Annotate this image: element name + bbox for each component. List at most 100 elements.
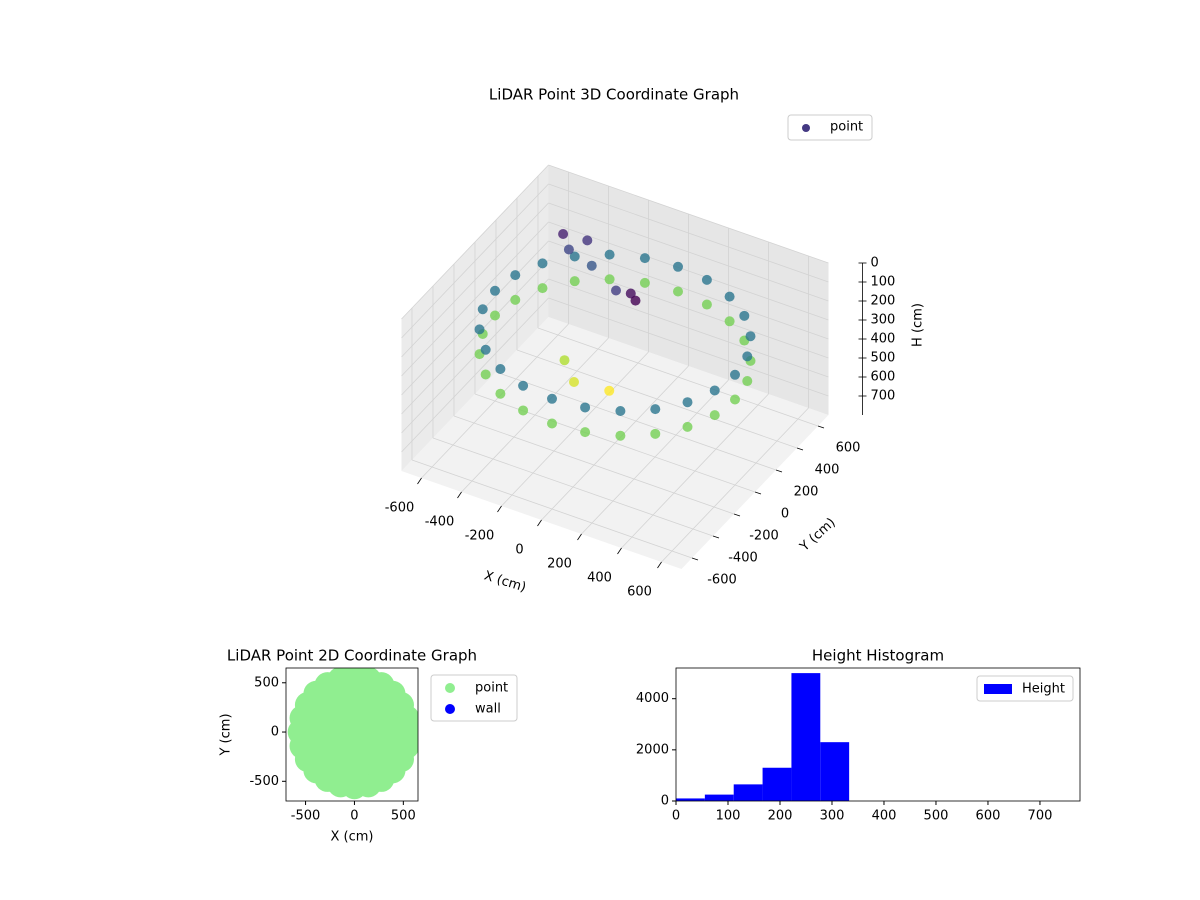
x-tick-label: 0 — [672, 809, 680, 824]
x-axis-label: X (cm) — [331, 830, 374, 845]
point — [611, 285, 621, 296]
y-tick-label: -500 — [249, 774, 279, 789]
point — [682, 397, 693, 408]
z-tick-label: 600 — [871, 370, 896, 385]
point — [639, 277, 650, 288]
point — [650, 428, 661, 439]
grid-line — [548, 278, 829, 378]
point — [341, 719, 368, 746]
point — [604, 249, 615, 260]
point — [742, 351, 753, 362]
point — [586, 260, 597, 271]
tick-mark — [457, 491, 462, 499]
tick-mark — [691, 557, 699, 561]
point — [490, 310, 500, 321]
x-tick-label: 0 — [350, 809, 358, 824]
point — [650, 404, 661, 415]
z-tick-label: 400 — [871, 332, 896, 347]
point — [580, 402, 591, 413]
point — [569, 276, 580, 287]
point — [615, 406, 626, 416]
x-tick-label: 400 — [587, 571, 612, 586]
legend-label: point — [475, 681, 508, 696]
x-tick-label: -400 — [425, 515, 455, 530]
point — [630, 295, 641, 306]
y-axis-label: Y (cm) — [219, 713, 234, 756]
legend-box — [787, 114, 873, 141]
point — [495, 388, 506, 399]
y-tick-label: -600 — [707, 573, 737, 588]
z-tick-label: 200 — [871, 294, 896, 309]
x-tick-label: 200 — [547, 557, 572, 572]
point — [673, 261, 683, 272]
z-tick-label: 300 — [871, 313, 896, 328]
x-tick-label: 500 — [391, 809, 416, 824]
point — [604, 385, 615, 396]
grid-line — [401, 297, 549, 453]
y-tick-label: 0 — [661, 794, 669, 809]
point — [510, 294, 521, 305]
bar — [791, 673, 821, 801]
tick-mark — [775, 469, 783, 473]
point — [739, 310, 750, 321]
x-tick-label: 200 — [768, 809, 793, 824]
bar — [704, 794, 734, 801]
point — [582, 235, 593, 246]
point — [537, 258, 548, 269]
point — [673, 286, 683, 297]
x-tick-label: 500 — [924, 809, 949, 824]
tick-mark — [817, 425, 825, 429]
x-tick-label: -500 — [291, 809, 321, 824]
grid-line — [548, 240, 829, 340]
grid-line — [495, 371, 777, 471]
point — [730, 369, 740, 380]
point — [547, 418, 557, 429]
legend-label: point — [830, 120, 863, 135]
y-tick-label: 0 — [781, 507, 789, 522]
tick-mark — [733, 513, 741, 517]
point — [724, 316, 735, 327]
grid-line — [401, 164, 549, 320]
tick-mark — [657, 561, 662, 569]
point — [709, 385, 720, 396]
z-tick-label: 700 — [871, 389, 896, 404]
tick-mark — [754, 491, 762, 495]
grid-line — [537, 327, 819, 427]
point — [563, 244, 574, 255]
legend-box — [976, 675, 1074, 702]
point — [490, 285, 500, 296]
point — [569, 251, 580, 262]
point — [537, 283, 548, 294]
x-tick-label: -200 — [465, 529, 495, 544]
x-tick-label: 100 — [716, 809, 741, 824]
point — [742, 376, 753, 387]
point — [625, 288, 636, 299]
point — [371, 736, 398, 763]
point — [730, 394, 740, 405]
point — [477, 304, 488, 315]
y-tick-label: -400 — [728, 551, 758, 566]
point — [682, 421, 693, 432]
point — [558, 229, 569, 239]
grid-line — [548, 297, 829, 397]
point — [745, 331, 756, 342]
grid-line — [401, 221, 549, 377]
y-tick-label: 500 — [254, 675, 279, 690]
legend-label: Height — [1022, 682, 1065, 697]
point — [510, 270, 521, 281]
z-axis-label: H (cm) — [911, 303, 926, 347]
x-tick-label: 300 — [820, 809, 845, 824]
bar — [733, 784, 763, 801]
point — [559, 355, 570, 366]
point — [569, 377, 579, 387]
tick-mark — [712, 535, 720, 539]
point — [474, 324, 485, 335]
z-tick-label: 500 — [871, 351, 896, 366]
grid-line — [432, 437, 714, 537]
legend-marker — [984, 684, 1012, 694]
chart-title: LiDAR Point 2D Coordinate Graph — [227, 647, 477, 665]
grid-line — [401, 202, 549, 358]
tick-mark — [796, 447, 804, 451]
point — [615, 430, 626, 441]
